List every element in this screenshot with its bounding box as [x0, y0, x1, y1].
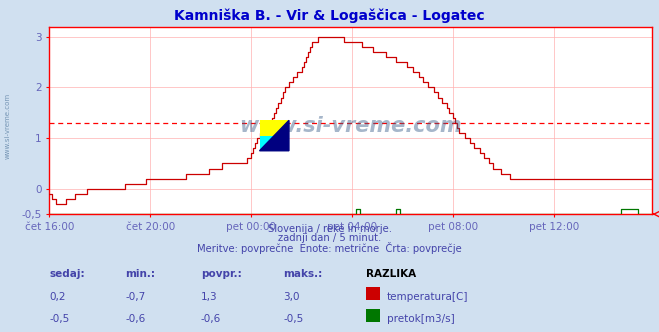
Bar — [260, 135, 289, 151]
Text: temperatura[C]: temperatura[C] — [387, 292, 469, 302]
Text: www.si-vreme.com: www.si-vreme.com — [240, 116, 462, 136]
Text: Slovenija / reke in morje.: Slovenija / reke in morje. — [268, 224, 391, 234]
Text: 0,2: 0,2 — [49, 292, 66, 302]
Text: Meritve: povprečne  Enote: metrične  Črta: povprečje: Meritve: povprečne Enote: metrične Črta:… — [197, 242, 462, 254]
Text: 3,0: 3,0 — [283, 292, 300, 302]
Text: zadnji dan / 5 minut.: zadnji dan / 5 minut. — [278, 233, 381, 243]
Text: www.si-vreme.com: www.si-vreme.com — [5, 93, 11, 159]
Text: -0,7: -0,7 — [125, 292, 146, 302]
Text: -0,5: -0,5 — [49, 314, 70, 324]
Text: -0,5: -0,5 — [283, 314, 304, 324]
Text: Kamniška B. - Vir & Logaščica - Logatec: Kamniška B. - Vir & Logaščica - Logatec — [174, 8, 485, 23]
Text: maks.:: maks.: — [283, 269, 323, 279]
Polygon shape — [260, 121, 289, 151]
Text: sedaj:: sedaj: — [49, 269, 85, 279]
Text: RAZLIKA: RAZLIKA — [366, 269, 416, 279]
Text: pretok[m3/s]: pretok[m3/s] — [387, 314, 455, 324]
Text: povpr.:: povpr.: — [201, 269, 242, 279]
Text: -0,6: -0,6 — [125, 314, 146, 324]
Text: -0,6: -0,6 — [201, 314, 221, 324]
Bar — [260, 121, 289, 135]
Text: 1,3: 1,3 — [201, 292, 217, 302]
Text: min.:: min.: — [125, 269, 156, 279]
